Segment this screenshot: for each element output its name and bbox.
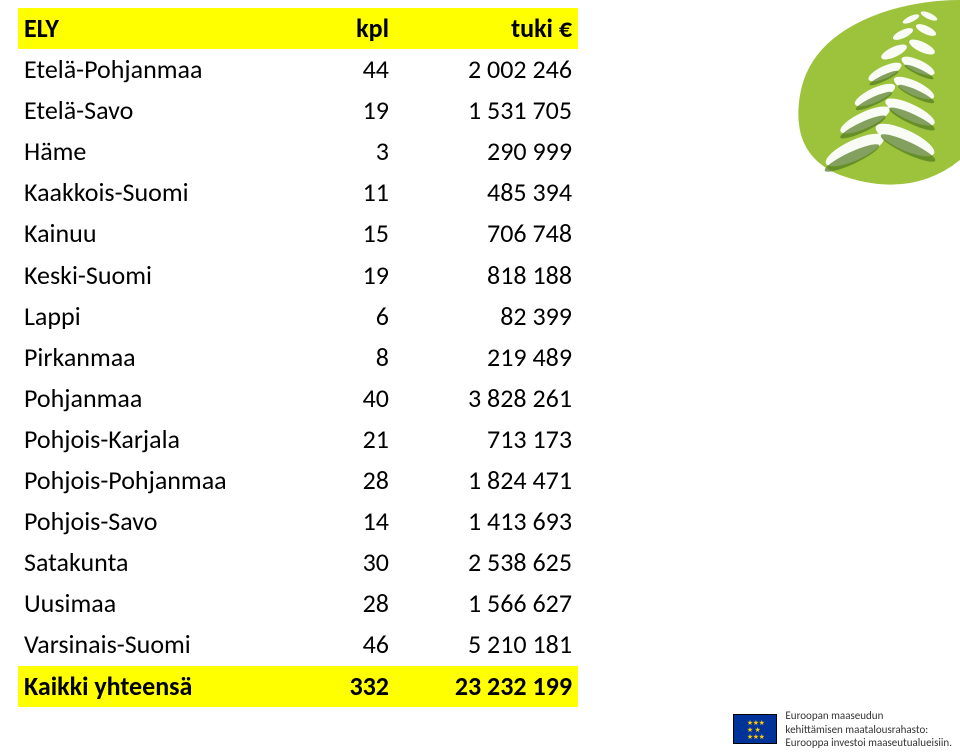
cell-ely: Satakunta	[18, 542, 322, 583]
cell-ely: Pirkanmaa	[18, 337, 322, 378]
cell-tuki: 290 999	[395, 131, 578, 172]
eu-rural-fund-footer: ★ ★ ★★ ★★ ★ ★ Euroopan maaseudun kehittä…	[733, 709, 952, 749]
cell-tuki: 1 566 627	[395, 583, 578, 624]
cell-kpl: 21	[322, 419, 395, 460]
footer-line-3: Eurooppa investoi maaseutualueisiin.	[785, 736, 952, 749]
cell-kpl: 19	[322, 255, 395, 296]
table-row: Etelä-Savo191 531 705	[18, 90, 578, 131]
table-row: Pohjanmaa403 828 261	[18, 378, 578, 419]
table-row: Pohjois-Pohjanmaa281 824 471	[18, 460, 578, 501]
total-tuki: 23 232 199	[395, 666, 578, 707]
cell-tuki: 219 489	[395, 337, 578, 378]
col-ely: ELY	[18, 8, 322, 49]
cell-tuki: 82 399	[395, 296, 578, 337]
cell-ely: Kainuu	[18, 213, 322, 254]
cell-ely: Pohjois-Karjala	[18, 419, 322, 460]
cell-kpl: 8	[322, 337, 395, 378]
cell-ely: Varsinais-Suomi	[18, 624, 322, 665]
table-row: Pohjois-Savo141 413 693	[18, 501, 578, 542]
cell-kpl: 40	[322, 378, 395, 419]
cell-ely: Etelä-Pohjanmaa	[18, 49, 322, 90]
cell-ely: Pohjois-Pohjanmaa	[18, 460, 322, 501]
col-tuki: tuki €	[395, 8, 578, 49]
table-row: Kaakkois-Suomi11485 394	[18, 172, 578, 213]
col-kpl: kpl	[322, 8, 395, 49]
total-kpl: 332	[322, 666, 395, 707]
cell-ely: Pohjanmaa	[18, 378, 322, 419]
cell-kpl: 28	[322, 583, 395, 624]
table-row: Uusimaa281 566 627	[18, 583, 578, 624]
eu-flag-icon: ★ ★ ★★ ★★ ★ ★	[733, 714, 777, 744]
ely-funding-table: ELY kpl tuki € Etelä-Pohjanmaa442 002 24…	[18, 8, 578, 707]
brand-logo	[700, 0, 960, 220]
table-total-row: Kaikki yhteensä 332 23 232 199	[18, 666, 578, 707]
cell-tuki: 3 828 261	[395, 378, 578, 419]
total-label: Kaikki yhteensä	[18, 666, 322, 707]
cell-kpl: 46	[322, 624, 395, 665]
cell-ely: Uusimaa	[18, 583, 322, 624]
cell-ely: Etelä-Savo	[18, 90, 322, 131]
cell-kpl: 15	[322, 213, 395, 254]
cell-ely: Häme	[18, 131, 322, 172]
table-header-row: ELY kpl tuki €	[18, 8, 578, 49]
cell-tuki: 2 538 625	[395, 542, 578, 583]
cell-tuki: 5 210 181	[395, 624, 578, 665]
cell-kpl: 11	[322, 172, 395, 213]
cell-tuki: 818 188	[395, 255, 578, 296]
table-row: Lappi682 399	[18, 296, 578, 337]
table-row: Kainuu15706 748	[18, 213, 578, 254]
table-row: Varsinais-Suomi465 210 181	[18, 624, 578, 665]
table-row: Pohjois-Karjala21713 173	[18, 419, 578, 460]
cell-kpl: 3	[322, 131, 395, 172]
cell-ely: Pohjois-Savo	[18, 501, 322, 542]
cell-tuki: 706 748	[395, 213, 578, 254]
cell-tuki: 485 394	[395, 172, 578, 213]
table-row: Pirkanmaa8219 489	[18, 337, 578, 378]
footer-line-1: Euroopan maaseudun	[785, 709, 952, 722]
cell-kpl: 6	[322, 296, 395, 337]
cell-tuki: 1 531 705	[395, 90, 578, 131]
cell-kpl: 44	[322, 49, 395, 90]
cell-kpl: 19	[322, 90, 395, 131]
cell-ely: Keski-Suomi	[18, 255, 322, 296]
cell-tuki: 1 824 471	[395, 460, 578, 501]
table-row: Keski-Suomi19818 188	[18, 255, 578, 296]
table-row: Etelä-Pohjanmaa442 002 246	[18, 49, 578, 90]
cell-kpl: 28	[322, 460, 395, 501]
cell-tuki: 2 002 246	[395, 49, 578, 90]
cell-tuki: 1 413 693	[395, 501, 578, 542]
cell-kpl: 14	[322, 501, 395, 542]
table-row: Häme3290 999	[18, 131, 578, 172]
cell-tuki: 713 173	[395, 419, 578, 460]
cell-ely: Kaakkois-Suomi	[18, 172, 322, 213]
table-row: Satakunta302 538 625	[18, 542, 578, 583]
eu-fund-text: Euroopan maaseudun kehittämisen maatalou…	[785, 709, 952, 749]
footer-line-2: kehittämisen maatalousrahasto:	[785, 723, 952, 736]
cell-kpl: 30	[322, 542, 395, 583]
cell-ely: Lappi	[18, 296, 322, 337]
